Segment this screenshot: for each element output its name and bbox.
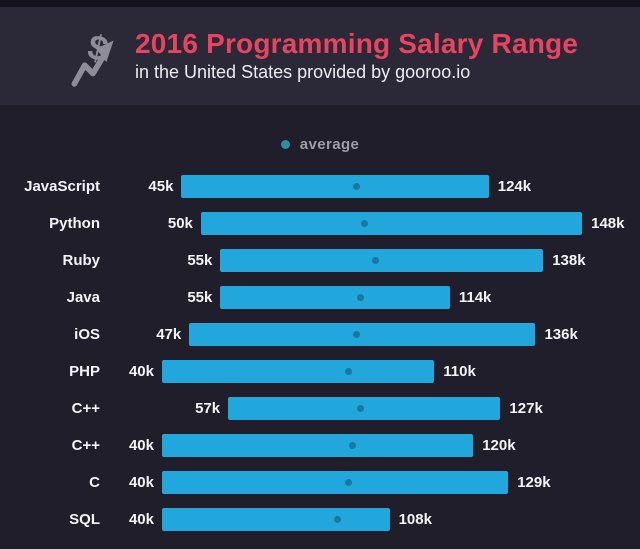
average-dot: [345, 479, 353, 486]
legend: average: [0, 133, 640, 155]
min-salary-label: 50k: [167, 215, 193, 232]
min-salary-label: 55k: [187, 289, 213, 306]
min-salary-label: 55k: [187, 252, 213, 269]
header: $ 2016 Programming Salary Range in the U…: [0, 7, 640, 105]
min-salary-label: 45k: [148, 178, 174, 195]
max-salary-label: 129k: [517, 474, 551, 491]
max-salary-label: 120k: [482, 437, 516, 454]
language-label: C++: [71, 437, 100, 454]
chart-subtitle: in the United States provided by gooroo.…: [135, 62, 471, 82]
average-dot: [352, 183, 360, 190]
max-salary-label: 114k: [458, 289, 492, 306]
max-salary-label: 148k: [591, 215, 625, 232]
max-salary-label: 138k: [552, 252, 586, 269]
average-dot-icon: [280, 139, 290, 149]
language-label: JavaScript: [24, 178, 100, 195]
salary-rows: JavaScript 45k 124k Python 50k 148k Ruby 55k 138…: [0, 168, 640, 538]
salary-range-bar: [162, 471, 509, 494]
salary-range-bar: [162, 434, 474, 457]
average-dot: [333, 516, 341, 523]
salary-range-bar: [162, 508, 390, 531]
salary-range-bar: [220, 249, 544, 272]
header-text: 2016 Programming Salary Range in the Uni…: [135, 29, 578, 83]
min-salary-label: 40k: [128, 474, 154, 491]
language-label: Python: [49, 215, 100, 232]
salary-range-bar: [162, 360, 435, 383]
dollar-trend-icon: $: [70, 25, 120, 89]
salary-range-bar: [200, 212, 583, 235]
salary-row: SQL 40k 108k: [0, 501, 640, 538]
salary-row: C++ 40k 120k: [0, 427, 640, 464]
max-salary-label: 124k: [497, 178, 532, 195]
salary-range-bar: [181, 175, 489, 198]
language-label: SQL: [69, 511, 100, 528]
chart-title: 2016 Programming Salary Range: [135, 28, 579, 59]
average-dot: [360, 220, 368, 227]
salary-row: Ruby 55k 138k: [0, 242, 640, 279]
language-label: C++: [71, 400, 100, 417]
top-strip: [0, 0, 640, 7]
average-dot: [372, 257, 380, 264]
salary-row: Java 55k 114k: [0, 279, 640, 316]
language-label: PHP: [69, 363, 100, 380]
language-label: iOS: [74, 326, 100, 343]
average-dot: [352, 331, 360, 338]
language-label: Ruby: [62, 252, 101, 269]
average-dot: [345, 368, 353, 375]
min-salary-label: 40k: [128, 511, 154, 528]
max-salary-label: 108k: [398, 511, 432, 528]
max-salary-label: 136k: [544, 326, 578, 343]
average-dot: [349, 442, 357, 449]
min-salary-label: 40k: [128, 437, 154, 454]
salary-row: iOS 47k 136k: [0, 316, 640, 353]
salary-row: C++ 57k 127k: [0, 390, 640, 427]
legend-average-label: average: [299, 135, 360, 153]
salary-row: Python 50k 148k: [0, 205, 640, 242]
average-dot: [356, 405, 364, 412]
salary-range-bar: [228, 397, 501, 420]
language-label: C: [89, 474, 100, 491]
salary-row: C 40k 129k: [0, 464, 640, 501]
salary-row: PHP 40k 110k: [0, 353, 640, 390]
min-salary-label: 47k: [156, 326, 182, 343]
max-salary-label: 127k: [509, 400, 543, 417]
salary-range-bar: [189, 323, 536, 346]
average-dot: [356, 294, 364, 301]
salary-row: JavaScript 45k 124k: [0, 168, 640, 205]
language-label: Java: [66, 289, 100, 306]
min-salary-label: 57k: [195, 400, 221, 417]
min-salary-label: 40k: [128, 363, 154, 380]
salary-range-bar: [220, 286, 450, 309]
max-salary-label: 110k: [443, 363, 476, 380]
